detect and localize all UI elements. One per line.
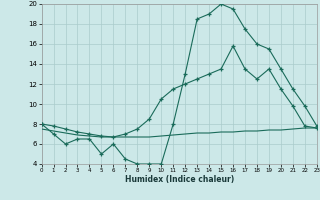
X-axis label: Humidex (Indice chaleur): Humidex (Indice chaleur) — [124, 175, 234, 184]
